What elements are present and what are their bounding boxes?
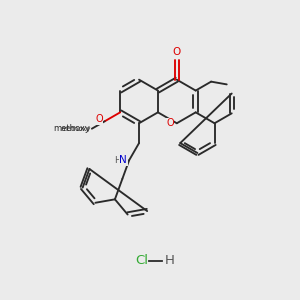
Text: Cl: Cl — [135, 254, 148, 268]
Text: methoxy: methoxy — [60, 126, 91, 132]
Text: H: H — [165, 254, 175, 268]
Text: H: H — [115, 156, 121, 165]
Text: O: O — [173, 47, 181, 57]
Text: N: N — [119, 155, 127, 165]
Text: O: O — [95, 114, 103, 124]
Text: O: O — [166, 118, 174, 128]
Text: methoxy: methoxy — [53, 124, 90, 133]
